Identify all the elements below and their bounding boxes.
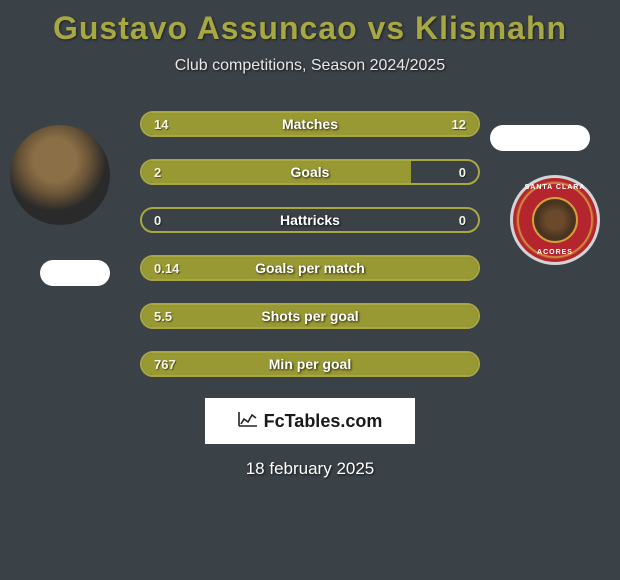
stat-label: Hattricks xyxy=(280,212,340,228)
bar-fill-left xyxy=(142,161,411,183)
stat-value-left: 2 xyxy=(154,165,161,180)
stat-value-left: 14 xyxy=(154,117,168,132)
stat-bar: 767 Min per goal xyxy=(140,351,480,377)
stat-bar: 0.14 Goals per match xyxy=(140,255,480,281)
stat-value-right: 0 xyxy=(459,165,466,180)
stat-bar: 0 Hattricks 0 xyxy=(140,207,480,233)
stat-value-right: 0 xyxy=(459,213,466,228)
chart-icon xyxy=(238,411,258,432)
page-title: Gustavo Assuncao vs Klismahn xyxy=(0,10,620,47)
stat-label: Shots per goal xyxy=(261,308,358,324)
stat-value-right: 12 xyxy=(452,117,466,132)
stat-row: 767 Min per goal xyxy=(0,350,620,378)
stat-label: Matches xyxy=(282,116,338,132)
stat-row: 14 Matches 12 xyxy=(0,110,620,138)
stat-label: Min per goal xyxy=(269,356,351,372)
stat-bar: 5.5 Shots per goal xyxy=(140,303,480,329)
footer-date: 18 february 2025 xyxy=(0,459,620,479)
subtitle: Club competitions, Season 2024/2025 xyxy=(0,57,620,75)
stat-value-left: 0.14 xyxy=(154,261,179,276)
stat-row: 0.14 Goals per match xyxy=(0,254,620,282)
stat-bar: 14 Matches 12 xyxy=(140,111,480,137)
stat-value-left: 767 xyxy=(154,357,176,372)
footer-brand-text: FcTables.com xyxy=(264,411,383,432)
footer-brand: FcTables.com xyxy=(205,398,415,444)
stat-label: Goals xyxy=(291,164,330,180)
stat-row: 2 Goals 0 xyxy=(0,158,620,186)
stat-bar: 2 Goals 0 xyxy=(140,159,480,185)
stat-row: 5.5 Shots per goal xyxy=(0,302,620,330)
stat-label: Goals per match xyxy=(255,260,365,276)
stat-row: 0 Hattricks 0 xyxy=(0,206,620,234)
stat-value-left: 0 xyxy=(154,213,161,228)
stat-value-left: 5.5 xyxy=(154,309,172,324)
